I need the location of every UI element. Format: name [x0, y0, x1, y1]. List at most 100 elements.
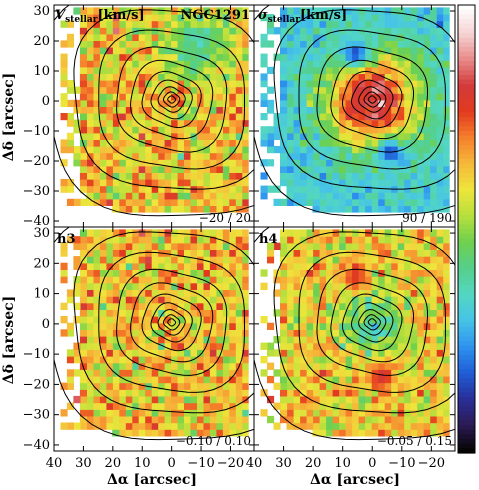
colorbar-segment: [458, 42, 475, 48]
contour-line: [358, 86, 387, 113]
colorbar-segment: [458, 448, 475, 454]
range-label-h4: −0.05 / 0.15: [377, 434, 452, 448]
panel-frame: [253, 226, 456, 452]
heatmap-top-right: [254, 5, 455, 217]
y-axis-label-bottom: Δδ [arcsec]: [1, 296, 17, 385]
colorbar-segment: [458, 271, 475, 277]
contour-line: [330, 59, 414, 140]
colorbar-segment: [458, 89, 475, 95]
colorbar-segment: [458, 387, 475, 393]
contour-line: [98, 29, 245, 170]
colorbar-segment: [458, 51, 475, 57]
y-tick-label: −10: [23, 124, 50, 139]
contour-line: [157, 86, 186, 113]
object-name: NGC1291: [180, 8, 250, 23]
panel-label-dispersion: σstellar[km/s]: [258, 8, 347, 25]
y-tick-label: 10: [33, 64, 50, 79]
colorbar-segment: [458, 280, 475, 286]
contour-line: [341, 293, 403, 352]
colorbar-segment: [458, 140, 475, 146]
contour-line: [298, 251, 446, 393]
contour-line: [162, 91, 181, 108]
colorbar-segment: [458, 65, 475, 71]
colorbar-segment: [458, 313, 475, 319]
y-tick-label: −20: [23, 154, 50, 169]
range-label-h3: −0.10 / 0.10: [176, 434, 251, 448]
colorbar-segment: [458, 107, 475, 113]
contour-line: [167, 318, 177, 327]
contour-line: [254, 227, 455, 441]
contour-line: [350, 302, 394, 343]
contour-line: [358, 309, 387, 336]
range-label-velocity: −20 / 20: [199, 211, 251, 225]
x-tick-label: 20: [105, 456, 122, 471]
contour-line: [367, 318, 377, 327]
colorbar-segment: [458, 345, 475, 351]
colorbar-segment: [458, 285, 475, 291]
colorbar-segment: [458, 56, 475, 62]
contour-line: [150, 79, 193, 120]
x-axis-label-left: Δα [arcsec]: [107, 472, 197, 488]
contour-line: [141, 70, 202, 129]
colorbar-segment: [458, 378, 475, 384]
colorbar-segment: [458, 369, 475, 375]
y-tick-label: 0: [42, 94, 50, 109]
colorbar-segment: [458, 19, 475, 25]
contour-line: [73, 9, 254, 190]
x-tick-label: 10: [334, 456, 351, 471]
colorbar-segment: [458, 224, 475, 230]
colorbar-segment: [458, 327, 475, 333]
colorbar-segment: [458, 420, 475, 426]
colorbar-segment: [458, 14, 475, 20]
colorbar-segment: [458, 5, 475, 11]
x-tick-label: −10: [187, 456, 214, 471]
colorbar-segment: [458, 257, 475, 263]
colorbar-segment: [458, 154, 475, 160]
colorbar-segment: [458, 219, 475, 225]
colorbar-segment: [458, 238, 475, 244]
colorbar-segment: [458, 247, 475, 253]
colorbar-segment: [458, 149, 475, 155]
colorbar-segment: [458, 37, 475, 43]
colorbar-segment: [458, 135, 475, 141]
colorbar-segment: [458, 201, 475, 207]
colorbar-segment: [458, 434, 475, 440]
contour-line: [150, 302, 193, 343]
colorbar-segment: [458, 191, 475, 197]
contour-line: [157, 309, 186, 336]
colorbar-segment: [458, 401, 475, 407]
colorbar-segment: [458, 215, 475, 221]
contour-line: [363, 91, 381, 108]
y-tick-label: 30: [33, 4, 50, 19]
contours-bottom-left: [54, 227, 254, 441]
y-tick-label: 20: [33, 256, 50, 271]
colorbar-segment: [458, 317, 475, 323]
x-tick-label: 10: [134, 456, 151, 471]
colorbar-segment: [458, 159, 475, 165]
contour-line: [73, 231, 254, 414]
colorbar-segment: [458, 275, 475, 281]
y-tick-label: −40: [23, 214, 50, 229]
contour-line: [98, 251, 245, 393]
colorbar-segment: [458, 187, 475, 193]
panel-label-h4: h4: [259, 232, 278, 247]
colorbar-segment: [458, 243, 475, 249]
heatmap-top-left: [54, 5, 254, 217]
contour-line: [367, 95, 377, 104]
colorbar-segment: [458, 308, 475, 314]
x-tick-label: 0: [168, 456, 176, 471]
colorbar-segment: [458, 93, 475, 99]
contour-line: [130, 282, 214, 363]
contour-line: [130, 59, 214, 140]
contour-line: [254, 5, 455, 217]
panel-frames: [53, 4, 456, 452]
x-tick-label: 40: [246, 456, 263, 471]
x-tick-label: −20: [418, 456, 445, 471]
colorbar-segment: [458, 425, 475, 431]
y-tick-label: −30: [23, 184, 50, 199]
colorbar-segment: [458, 397, 475, 403]
colorbar-segment: [458, 61, 475, 67]
x-tick-label: 30: [275, 456, 292, 471]
